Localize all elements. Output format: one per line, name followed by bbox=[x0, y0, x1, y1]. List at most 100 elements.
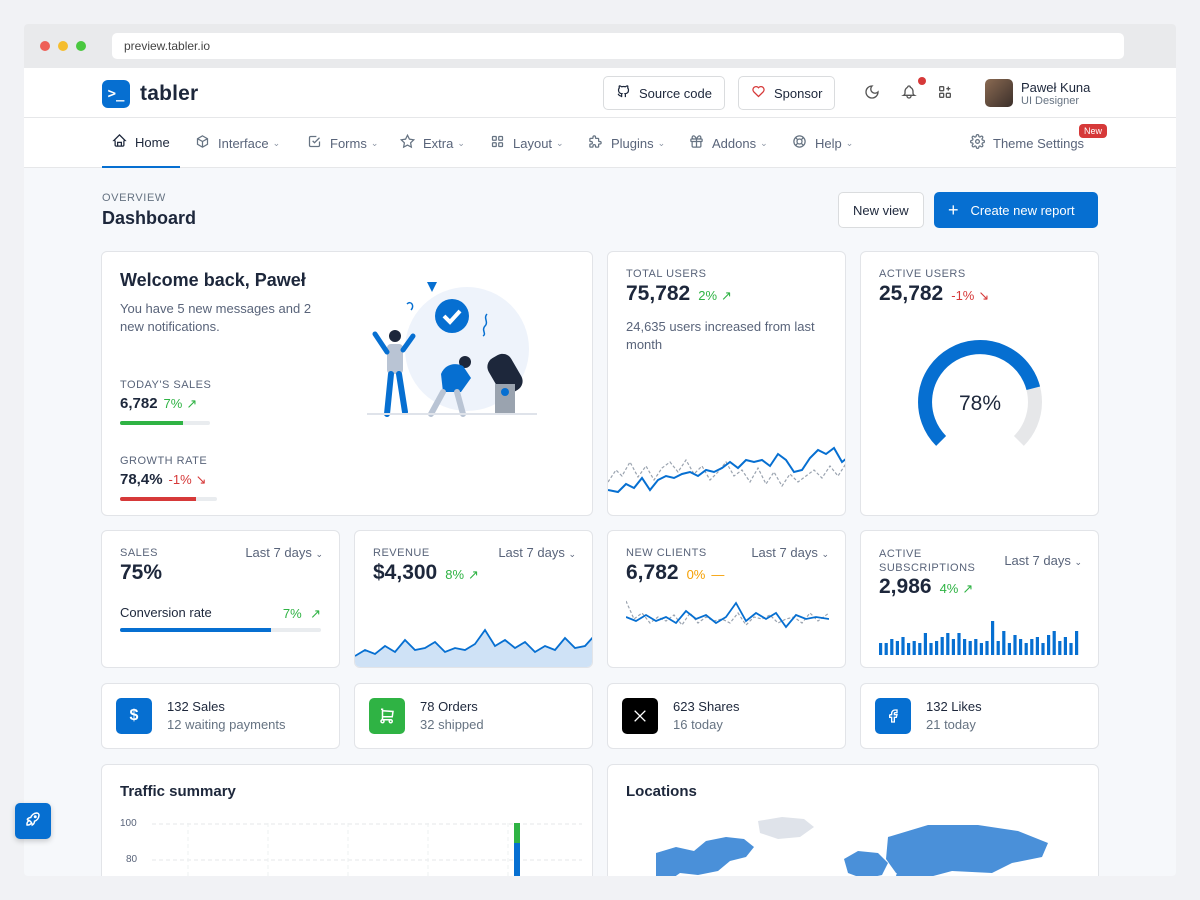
nav-item-plugins[interactable]: Plugins ⌄ bbox=[588, 118, 665, 168]
mini-card-likes: 132 Likes 21 today bbox=[860, 683, 1099, 749]
source-code-label: Source code bbox=[639, 85, 712, 101]
theme-settings-label: Theme Settings bbox=[993, 135, 1085, 151]
sales-range-label: Last 7 days bbox=[245, 545, 312, 560]
puzzle-icon bbox=[588, 134, 603, 152]
subscription-bar bbox=[884, 643, 888, 655]
subscription-bar bbox=[901, 637, 905, 655]
nav-item-extra[interactable]: Extra ⌄ bbox=[399, 118, 465, 168]
nav-label-plugins: Plugins bbox=[611, 135, 654, 151]
subscription-bar bbox=[1069, 643, 1073, 655]
nav-item-home[interactable]: Home bbox=[102, 118, 180, 168]
create-report-button[interactable]: + Create new report bbox=[934, 192, 1098, 228]
new-clients-row: 6,782 0% — bbox=[626, 561, 724, 585]
subscription-bar bbox=[968, 641, 972, 655]
subscription-bar bbox=[1075, 631, 1079, 655]
home-icon bbox=[112, 133, 127, 151]
logo[interactable]: >_ tabler bbox=[102, 80, 198, 108]
nav-label-interface: Interface bbox=[218, 135, 269, 151]
close-dot[interactable] bbox=[40, 41, 50, 51]
new-clients-range-label: Last 7 days bbox=[751, 545, 818, 560]
minimize-dot[interactable] bbox=[58, 41, 68, 51]
subscription-bar bbox=[1013, 635, 1017, 655]
chevron-down-icon: ⌄ bbox=[315, 549, 323, 559]
subscription-bar bbox=[991, 621, 995, 655]
notification-dot bbox=[918, 77, 926, 85]
chevron-down-icon: ⌄ bbox=[556, 137, 564, 148]
revenue-range-label: Last 7 days bbox=[498, 545, 565, 560]
lifebuoy-icon bbox=[792, 134, 807, 152]
nav-label-forms: Forms bbox=[330, 135, 367, 151]
active-users-gauge: 78% bbox=[918, 340, 1042, 446]
mini-card-shares: 623 Shares 16 today bbox=[607, 683, 846, 749]
chevron-down-icon: ⌄ bbox=[760, 137, 768, 148]
mini-likes-line2: 21 today bbox=[926, 717, 976, 732]
chevron-down-icon: ⌄ bbox=[845, 137, 854, 148]
conversion-delta: 7% bbox=[282, 606, 302, 621]
nav-item-addons[interactable]: Addons ⌄ bbox=[689, 118, 768, 168]
growth-rate-label: GROWTH RATE bbox=[120, 455, 208, 467]
subscription-bar bbox=[879, 643, 883, 655]
create-report-label: Create new report bbox=[970, 202, 1075, 218]
new-clients-label: NEW CLIENTS bbox=[626, 547, 707, 559]
mini-sales-line1: 132 Sales bbox=[167, 699, 225, 714]
mini-orders-line2: 32 shipped bbox=[420, 717, 484, 732]
user-role: UI Designer bbox=[1021, 95, 1080, 107]
gift-icon bbox=[689, 134, 704, 152]
total-users-value: 75,782 bbox=[626, 282, 691, 305]
subscription-bar bbox=[985, 641, 989, 655]
subscriptions-range-label: Last 7 days bbox=[1004, 553, 1071, 568]
rocket-fab-button[interactable] bbox=[15, 803, 51, 839]
revenue-range-dropdown[interactable]: Last 7 days ⌄ bbox=[498, 545, 576, 560]
total-users-row: 75,782 2% ↗ bbox=[626, 282, 732, 306]
chevron-down-icon: ⌄ bbox=[1074, 557, 1082, 567]
nav-item-layout[interactable]: Layout ⌄ bbox=[490, 118, 564, 168]
active-users-card: ACTIVE USERS 25,782 -1% ↘ 78% bbox=[860, 251, 1099, 516]
subscriptions-value: 2,986 bbox=[879, 575, 932, 598]
new-clients-delta: 0% bbox=[686, 567, 706, 582]
theme-settings-link[interactable]: Theme Settings bbox=[970, 118, 1084, 168]
dollar-icon: $ bbox=[116, 698, 152, 734]
trending-up-icon: ↗ bbox=[186, 396, 198, 411]
chevron-down-icon: ⌄ bbox=[457, 137, 465, 148]
maximize-dot[interactable] bbox=[76, 41, 86, 51]
new-badge: New bbox=[1079, 124, 1108, 138]
sponsor-button[interactable]: Sponsor bbox=[738, 76, 836, 110]
nav-item-forms[interactable]: Forms ⌄ bbox=[307, 118, 378, 168]
sales-range-dropdown[interactable]: Last 7 days ⌄ bbox=[245, 545, 323, 560]
source-code-button[interactable]: Source code bbox=[603, 76, 725, 110]
subscription-bar bbox=[895, 641, 899, 655]
nav-item-help[interactable]: Help ⌄ bbox=[792, 118, 853, 168]
total-users-delta: 2% bbox=[698, 288, 718, 303]
subscription-bar bbox=[940, 637, 944, 655]
gauge-label: 78% bbox=[959, 392, 1001, 415]
sales-card: SALES Last 7 days ⌄ 75% Conversion rate … bbox=[101, 530, 340, 668]
todays-sales-value: 6,782 bbox=[120, 395, 158, 412]
avatar[interactable] bbox=[985, 79, 1013, 107]
new-clients-range-dropdown[interactable]: Last 7 days ⌄ bbox=[751, 545, 829, 560]
subscriptions-range-dropdown[interactable]: Last 7 days ⌄ bbox=[1004, 553, 1082, 568]
subscription-bar bbox=[996, 641, 1000, 655]
subscription-bar bbox=[1030, 639, 1034, 655]
subscription-bar bbox=[1024, 643, 1028, 655]
active-users-row: 25,782 -1% ↘ bbox=[879, 282, 989, 306]
subscription-bar bbox=[951, 639, 955, 655]
mini-likes-line1: 132 Likes bbox=[926, 699, 982, 714]
chevron-down-icon: ⌄ bbox=[568, 549, 576, 559]
moon-icon[interactable] bbox=[864, 84, 880, 105]
subscriptions-delta: 4% bbox=[939, 581, 959, 596]
url-bar[interactable]: preview.tabler.io bbox=[112, 33, 1124, 59]
bell-icon[interactable] bbox=[901, 84, 917, 105]
subscription-bar bbox=[946, 633, 950, 655]
star-icon bbox=[399, 133, 416, 152]
subscription-bar bbox=[935, 641, 939, 655]
nav-item-interface[interactable]: Interface ⌄ bbox=[195, 118, 280, 168]
user-name[interactable]: Paweł Kuna bbox=[1021, 80, 1091, 95]
apps-icon[interactable] bbox=[937, 84, 953, 105]
subscription-bar bbox=[1063, 637, 1067, 655]
trending-up-icon: ↗ bbox=[962, 581, 974, 596]
traffic-chart-grid bbox=[152, 823, 582, 876]
new-view-button[interactable]: New view bbox=[838, 192, 924, 228]
total-users-note: 24,635 users increased from last month bbox=[626, 319, 815, 352]
page-title: Dashboard bbox=[102, 208, 197, 228]
subscription-bar bbox=[1058, 641, 1062, 655]
